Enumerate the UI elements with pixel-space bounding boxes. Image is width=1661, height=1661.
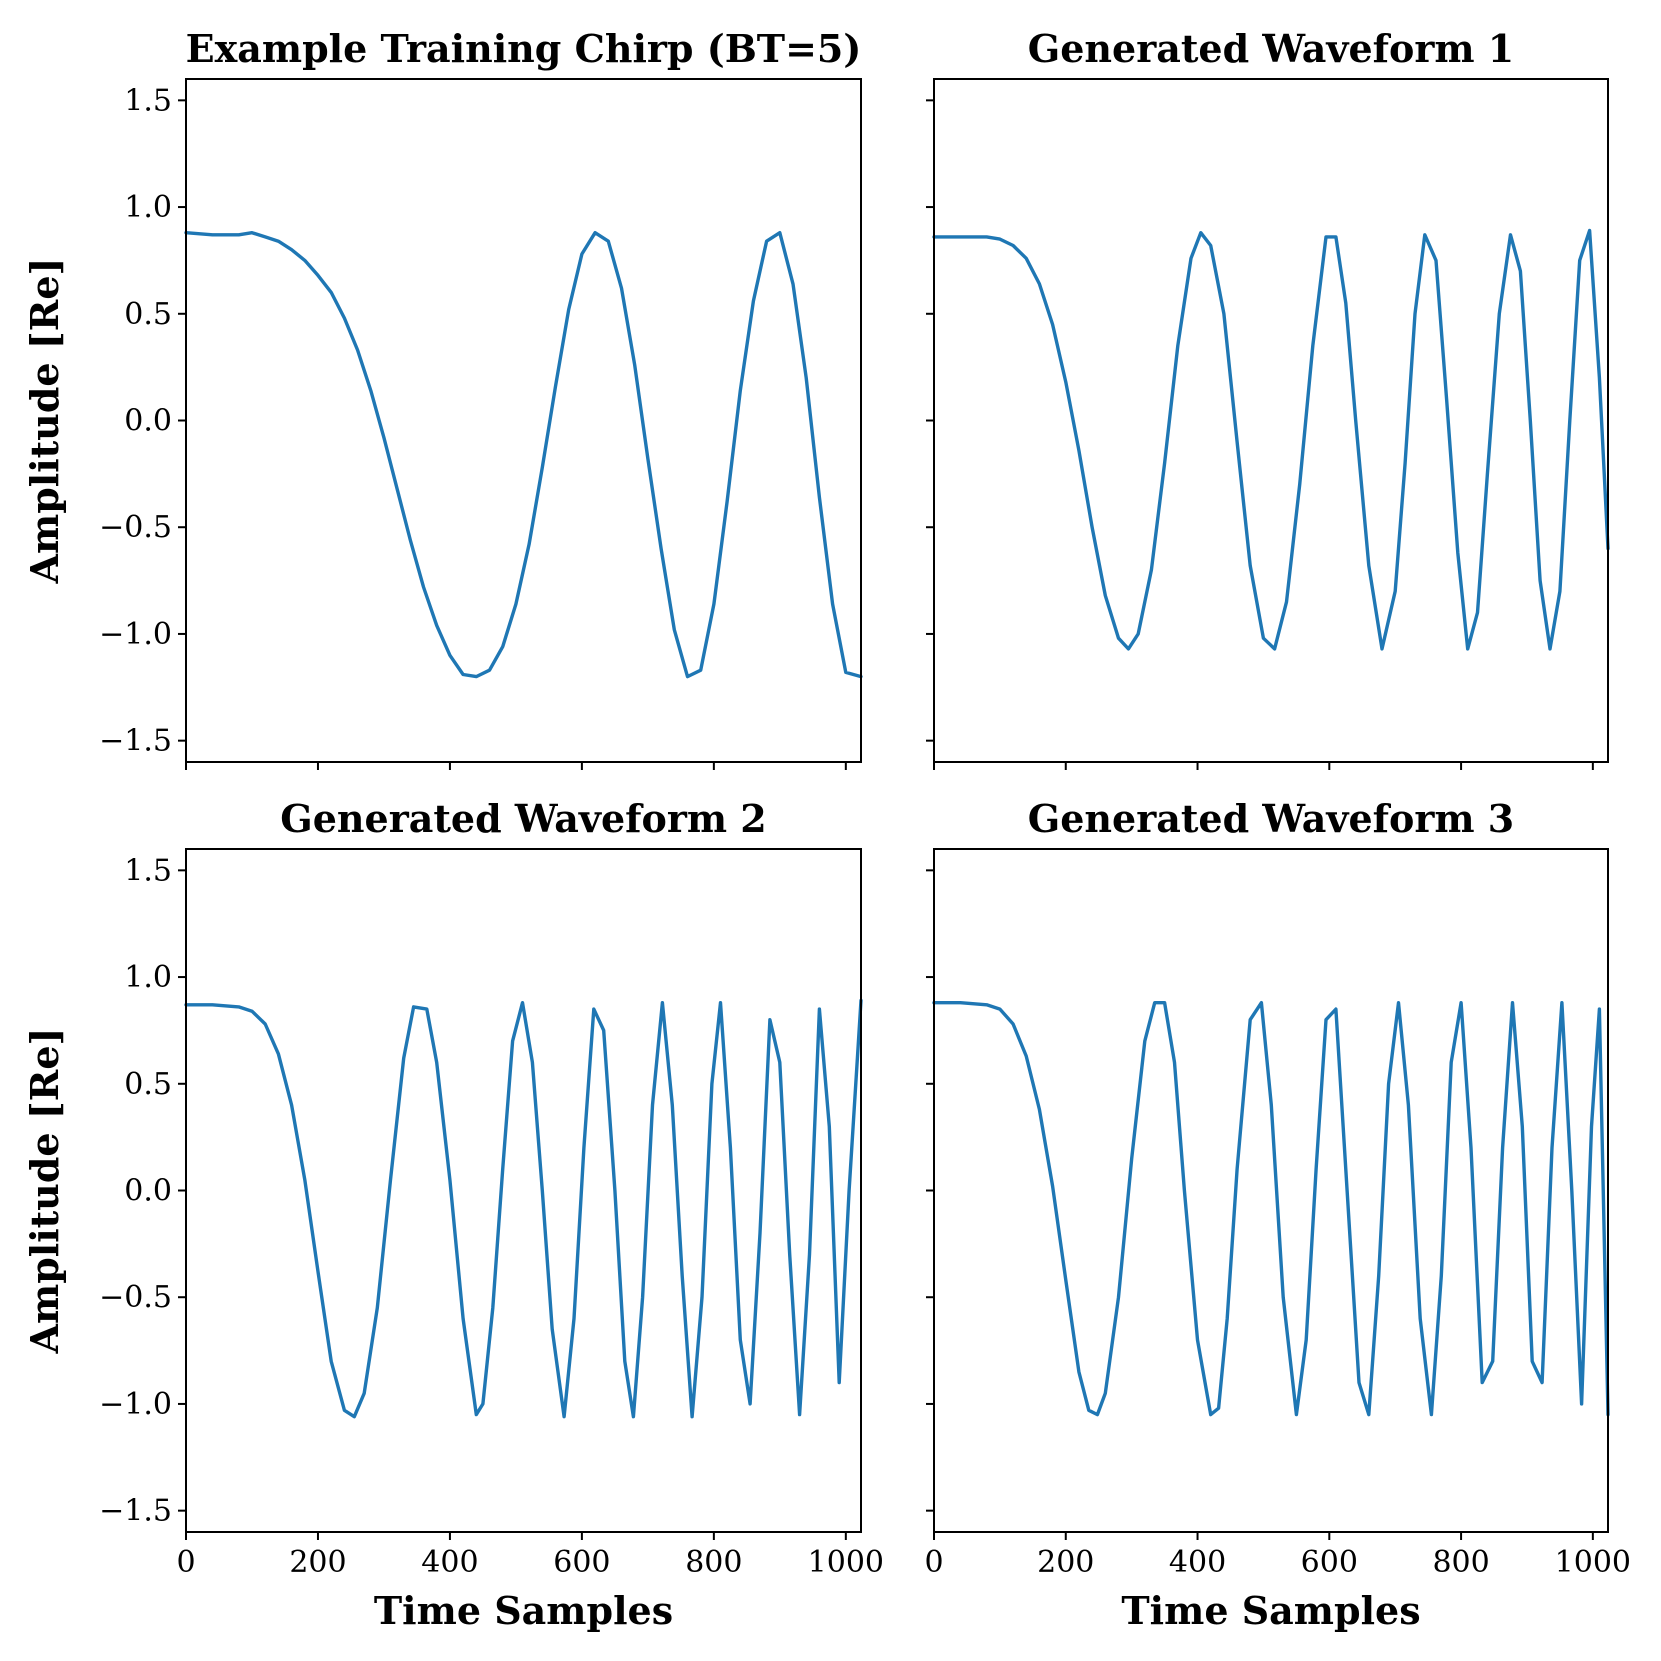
series-line <box>932 1001 1610 1417</box>
panel-title: Generated Waveform 1 <box>1028 26 1514 71</box>
y-tick-label: 0.5 <box>124 1067 172 1102</box>
plot-frame <box>185 78 862 763</box>
panel-title: Example Training Chirp (BT=5) <box>186 26 862 71</box>
x-tick-label: 600 <box>553 1545 610 1580</box>
y-axis-label: Amplitude [Re] <box>22 257 67 584</box>
panel-2: Generated Waveform 1 <box>926 26 1610 770</box>
y-tick-label: −1.5 <box>99 1494 172 1529</box>
series-line <box>932 228 1610 651</box>
plot-frame <box>933 78 1609 763</box>
x-axis-label: Time Samples <box>374 1588 673 1633</box>
x-tick-label: 800 <box>685 1545 742 1580</box>
x-tick-label: 200 <box>1037 1545 1094 1580</box>
x-tick-label: 800 <box>1432 1545 1489 1580</box>
x-tick-label: 600 <box>1301 1545 1358 1580</box>
y-tick-label: 1.0 <box>124 190 172 225</box>
y-axis-label: Amplitude [Re] <box>22 1027 67 1354</box>
series-line <box>184 231 863 679</box>
panel-1: −1.5 −1.0 −0.5 0.0 0.5 1.0 1.5 Example Training… <box>22 26 863 770</box>
panel-3: 0 200 400 600 800 1000 −1.5 −1.0 −0.5 0.0 0.5 1.0 1.… <box>22 796 884 1633</box>
y-tick-label: 1.0 <box>124 960 172 995</box>
y-tick-label: 1.5 <box>124 83 172 118</box>
plot-frame <box>185 848 862 1533</box>
y-tick-label: 1.5 <box>124 853 172 888</box>
y-tick-label: −1.0 <box>99 617 172 652</box>
y-tick-label: −1.0 <box>99 1387 172 1422</box>
y-tick-label: −0.5 <box>99 1280 172 1315</box>
y-tick-label: 0.0 <box>124 404 172 439</box>
series-line <box>184 998 863 1419</box>
y-tick-label: −1.5 <box>99 724 172 759</box>
x-tick-label: 1000 <box>808 1545 884 1580</box>
x-axis-label: Time Samples <box>1121 1588 1420 1633</box>
panel-title: Generated Waveform 3 <box>1028 796 1514 841</box>
y-tick-label: 0.5 <box>124 297 172 332</box>
y-tick-label: 0.0 <box>124 1174 172 1209</box>
plot-frame <box>933 848 1609 1533</box>
x-tick-label: 1000 <box>1555 1545 1631 1580</box>
x-tick-label: 200 <box>289 1545 346 1580</box>
panel-4: 0 200 400 600 800 1000 Generated Waveform 3 Tim… <box>924 796 1631 1633</box>
x-tick-label: 400 <box>421 1545 478 1580</box>
y-tick-label: −0.5 <box>99 510 172 545</box>
x-tick-label: 400 <box>1169 1545 1226 1580</box>
x-tick-label: 0 <box>176 1545 195 1580</box>
x-tick-label: 0 <box>924 1545 943 1580</box>
panel-title: Generated Waveform 2 <box>280 796 766 841</box>
